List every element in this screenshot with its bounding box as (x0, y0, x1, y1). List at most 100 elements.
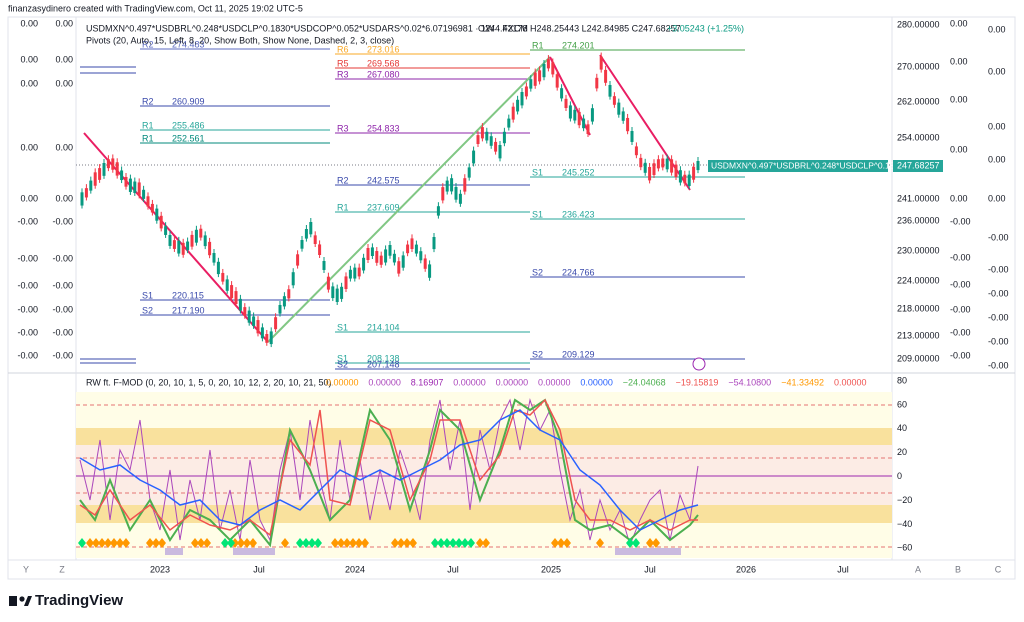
pivot-label: R2 (142, 96, 154, 106)
candle-body (164, 226, 168, 235)
candle-body (432, 237, 436, 250)
candle-body (344, 276, 348, 289)
candle-body (111, 158, 115, 170)
right-scale-label: 0.00 (950, 56, 968, 66)
right-scale-label: -0.00 (950, 279, 971, 289)
pivot-label: R2 (337, 175, 349, 185)
time-axis-label: 2024 (345, 564, 365, 574)
right-scale-label: -0.00 (988, 360, 1009, 370)
signal-marker (249, 538, 257, 548)
signal-marker (233, 548, 239, 555)
left-scale-label: -0.00 (17, 350, 38, 360)
candle-body (639, 157, 643, 168)
trend-line (79, 409, 699, 531)
pivot-label: S1 (532, 167, 543, 177)
pivot-value: 269.568 (367, 58, 400, 68)
signal-marker (633, 548, 639, 555)
pivot-label: S1 (142, 290, 153, 300)
candle-body (230, 285, 234, 299)
time-axis-label: Jul (447, 564, 459, 574)
indicator-value: −19.15819 (676, 377, 719, 387)
candle-body (291, 272, 295, 286)
pivot-value: 236.423 (562, 209, 595, 219)
lower-band (76, 505, 892, 523)
signal-marker (237, 538, 245, 548)
indicator-value: 8.16907 (411, 377, 444, 387)
indicator-axis-label: −20 (897, 495, 912, 505)
indicator-markers (78, 538, 681, 555)
candle-body (194, 229, 198, 243)
price-axis-label: 230.00000 (897, 245, 940, 255)
signal-marker (221, 538, 229, 548)
price-tag-symbol: USDMXN^0.497*USDBRL^0.248*USDCLP^0.18... (711, 160, 902, 170)
left-scale-label: -0.00 (52, 304, 73, 314)
candle-body (287, 289, 291, 299)
right-scale-label: 0.00 (988, 154, 1006, 164)
pivot-label: S2 (532, 267, 543, 277)
indicator-value: −24.04068 (623, 377, 666, 387)
right-scale-label: 0.00 (988, 66, 1006, 76)
candle-body (384, 249, 388, 263)
candle-body (190, 234, 194, 247)
candle-body (551, 62, 555, 75)
right-scale-label: 0.00 (950, 193, 968, 203)
candle-body (146, 196, 150, 207)
candle-body (454, 187, 458, 200)
candle-body (370, 247, 374, 257)
price-axis-label: 270.00000 (897, 61, 940, 71)
signal-marker (563, 538, 571, 548)
pivot-label: R6 (337, 44, 349, 54)
pivot-value: 252.561 (172, 133, 205, 143)
signal-marker (626, 538, 634, 548)
indicator-dashed-levels (76, 404, 892, 548)
candle-body (617, 102, 621, 115)
candle-body (599, 56, 603, 70)
candle-body (648, 167, 652, 181)
candle-body (678, 170, 682, 183)
pivot-label: R1 (142, 133, 154, 143)
signal-marker (361, 538, 369, 548)
signal-marker (652, 538, 660, 548)
signal-marker (281, 538, 289, 548)
signal-marker (227, 538, 235, 548)
candle-body (568, 105, 572, 119)
signal-marker (431, 538, 439, 548)
left-scale-label: 0.00 (20, 193, 38, 203)
candle-body (282, 296, 286, 307)
signal-marker (391, 538, 399, 548)
signal-marker (98, 538, 106, 548)
price-axis-label: 209.00000 (897, 353, 940, 363)
candle-body (683, 174, 687, 184)
candle-body (168, 235, 172, 246)
signal-marker (308, 538, 316, 548)
candle-body (80, 192, 84, 206)
signal-marker (551, 538, 559, 548)
signal-marker (296, 538, 304, 548)
candle-body (199, 228, 203, 238)
candle-body (621, 111, 625, 121)
pivot-label: S1 (532, 209, 543, 219)
candle-body (529, 79, 533, 89)
candle-body (573, 109, 577, 121)
right-scale-label: -0.00 (988, 232, 1009, 242)
pivot-value: 237.609 (367, 202, 400, 212)
signal-marker (158, 538, 166, 548)
signal-marker (409, 538, 417, 548)
candle-body (296, 254, 300, 266)
candle-body (538, 70, 542, 82)
candle-body (172, 240, 176, 249)
trend-up (267, 56, 551, 343)
signal-marker (455, 538, 463, 548)
candle-body (604, 69, 608, 83)
pivot-label: R5 (337, 58, 349, 68)
candle-body (656, 159, 660, 169)
change: +3.05243 (+1.25%) (667, 23, 744, 33)
candle-body (406, 244, 410, 254)
pivot-value: 208.138 (367, 353, 400, 363)
signal-marker (663, 548, 669, 555)
candle-body (238, 298, 242, 311)
indicator-axis-label: 40 (897, 423, 907, 433)
indicator-axis-label: −60 (897, 543, 912, 553)
signal-marker (675, 548, 681, 555)
candle-body (265, 334, 269, 343)
